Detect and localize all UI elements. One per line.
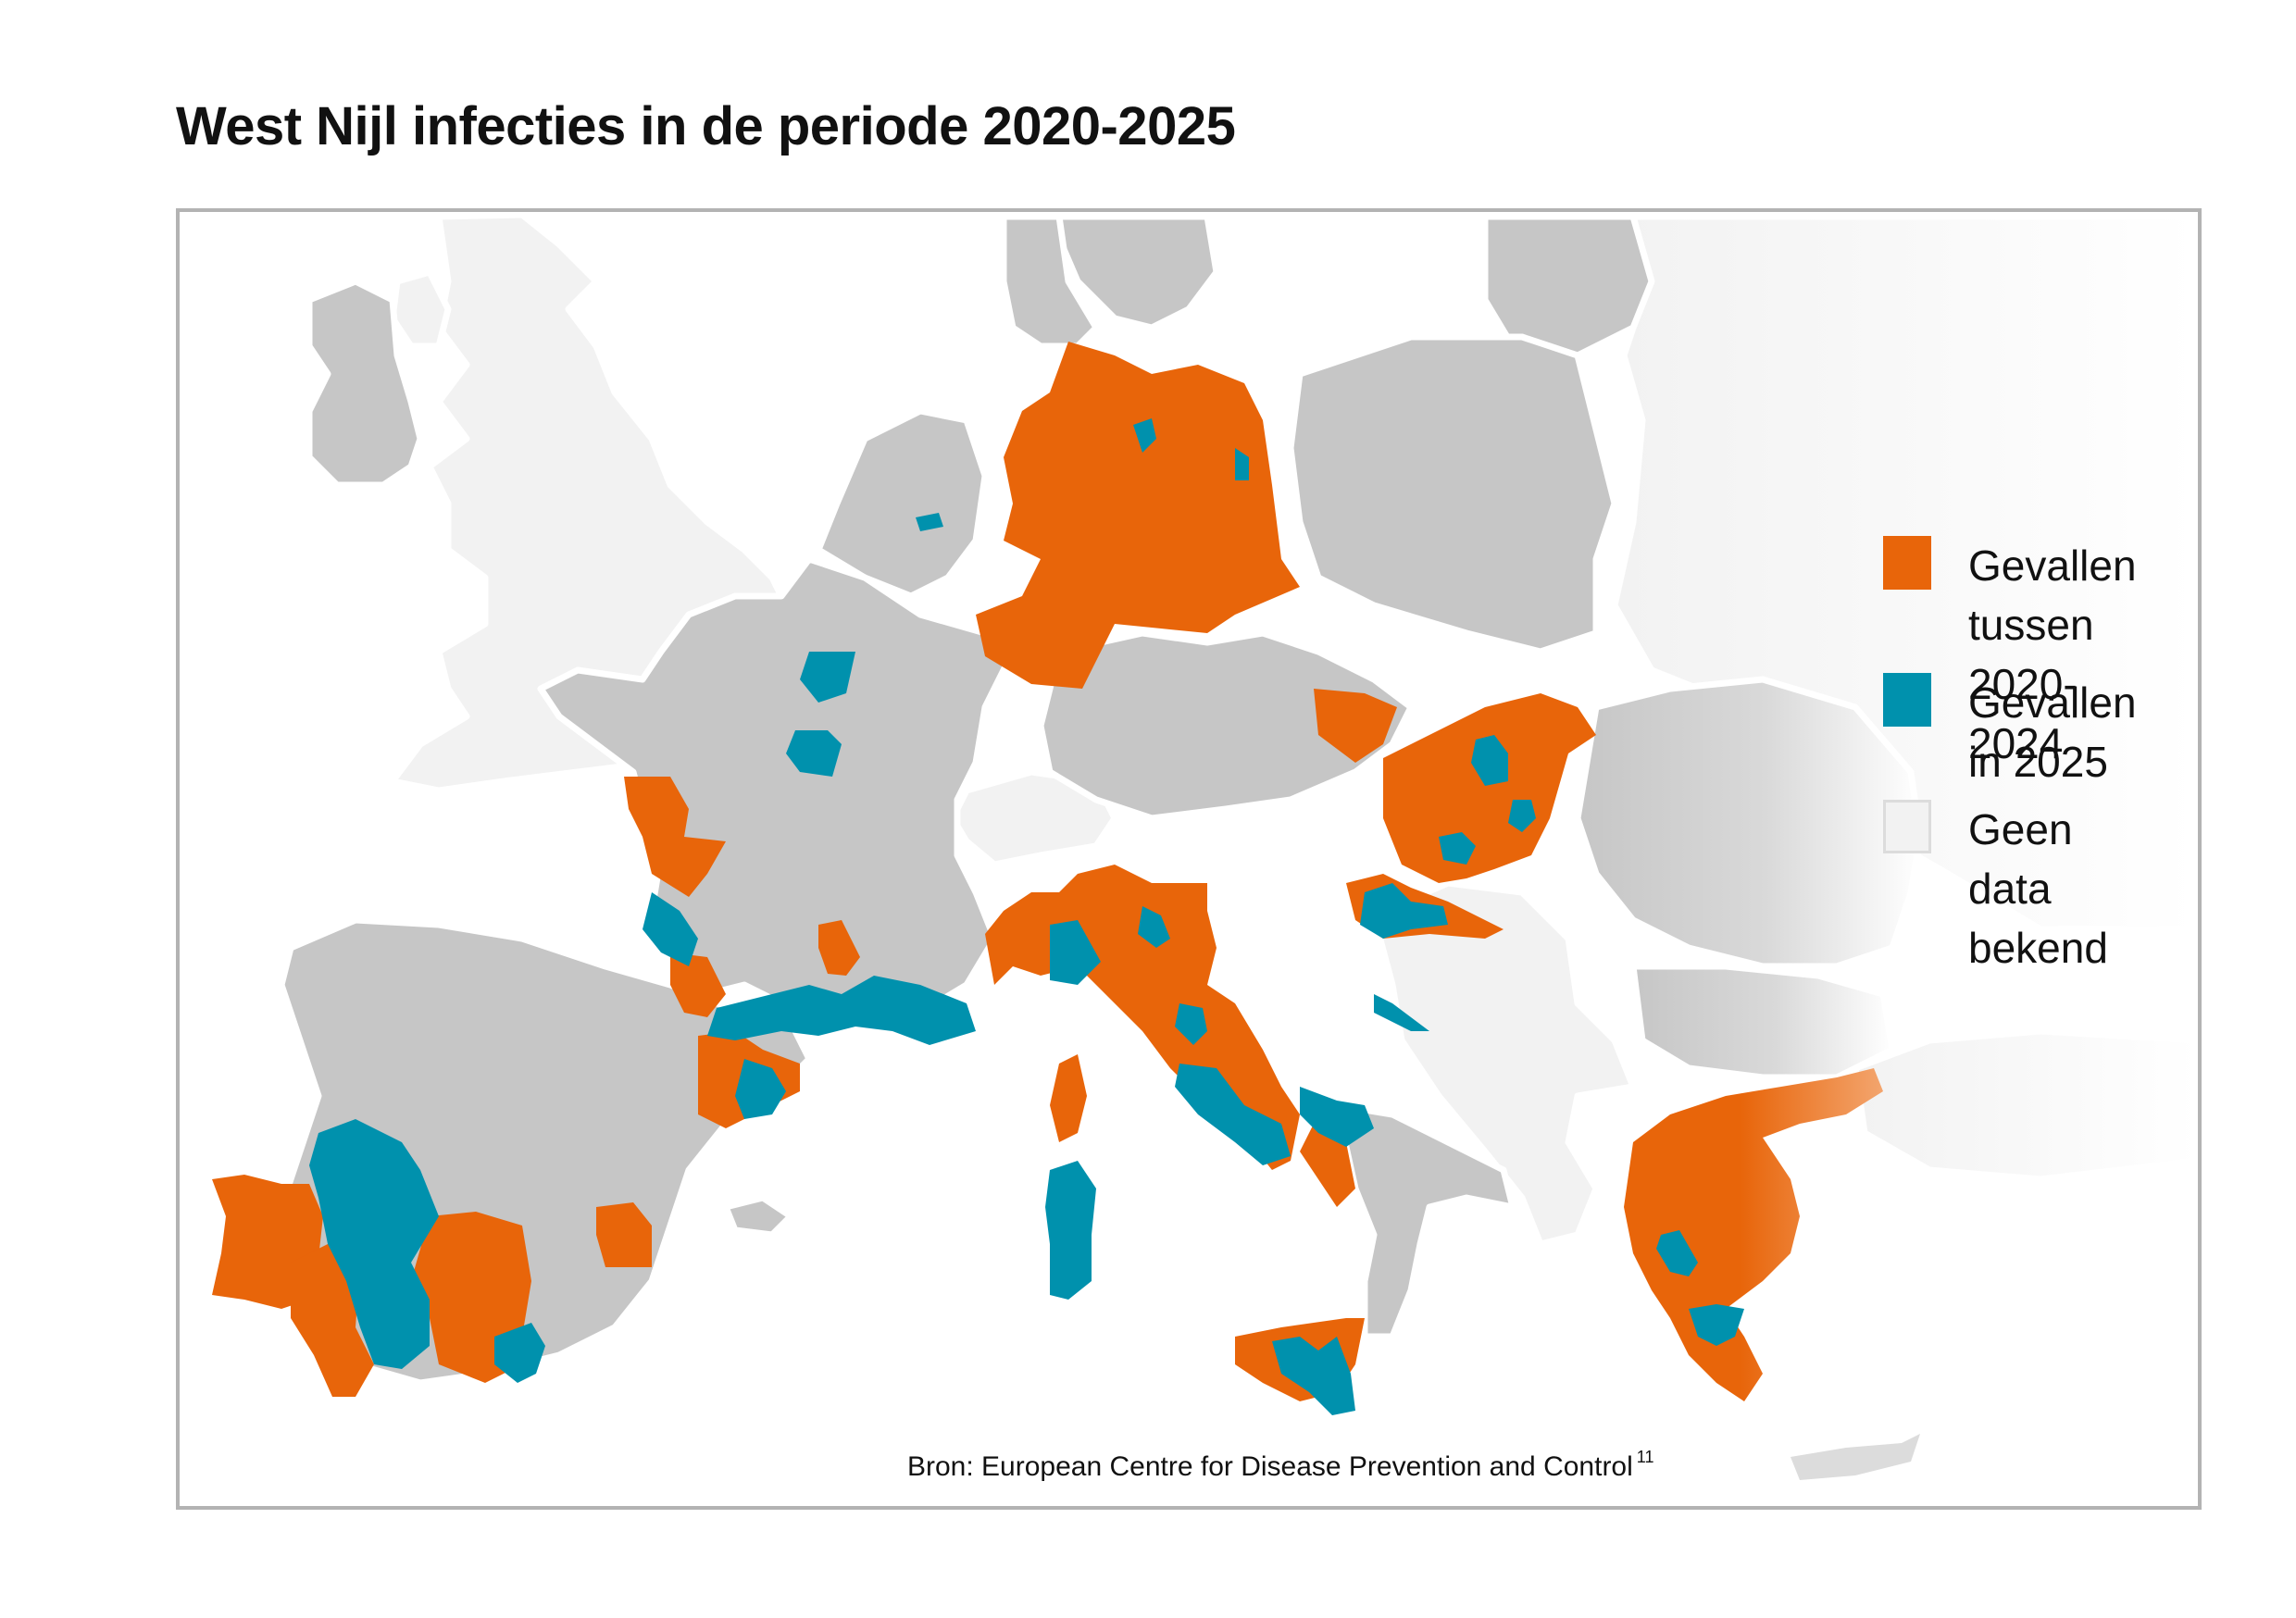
legend-label: Gevallen in 2025 (1968, 678, 2137, 786)
source-text: Bron: European Centre for Disease Preven… (907, 1451, 1633, 1482)
region-bulgaria (1629, 963, 1896, 1081)
region-northern-ireland (389, 268, 452, 350)
area-gironde-2025 (643, 892, 698, 966)
area-hungary (1383, 693, 1596, 883)
area-germany-east-2025 (1235, 448, 1249, 480)
area-corsica (1050, 1054, 1087, 1142)
area-france-southwest (670, 952, 726, 1017)
legend-item-2020-2024: Gevallen tussen 2020-2024 (1883, 536, 2137, 773)
legend-item-no-data: Geen data bekend (1883, 800, 2108, 977)
region-crete (1791, 1434, 1920, 1480)
area-germany-north-2025 (1133, 418, 1156, 453)
source-footnote: 11 (1636, 1448, 1654, 1466)
area-murcia-2025 (494, 1323, 545, 1383)
area-greece-west-2025 (1656, 1230, 1698, 1276)
page-title: West Nijl infecties in de periode 2020-2… (176, 96, 1236, 156)
area-hungary-2025-north (1471, 735, 1508, 786)
region-austria-czechia (1037, 629, 1415, 822)
map-frame: Gevallen tussen 2020-2024 Gevallen in 20… (176, 208, 2202, 1510)
area-extremadura-2025 (309, 1119, 439, 1369)
region-south-italy (1333, 1101, 1516, 1340)
area-croatia-2025 (1360, 883, 1448, 939)
legend-item-2025: Gevallen in 2025 (1883, 673, 2137, 791)
region-romania (1574, 676, 1924, 970)
area-greece-attica-2025 (1689, 1304, 1744, 1346)
teal-swatch-icon (1883, 673, 1931, 727)
region-turkey (1852, 1027, 2198, 1183)
area-germany (976, 342, 1300, 689)
area-italy-nw-2025 (1050, 920, 1101, 985)
region-poland (1287, 333, 1618, 655)
region-baltics (1481, 213, 1655, 359)
area-greece (1624, 1068, 1883, 1401)
area-occitanie-2025 (707, 976, 976, 1045)
area-dalmatia-2025 (1374, 994, 1429, 1031)
legend-label: Gevallen tussen 2020-2024 (1968, 541, 2137, 767)
orange-swatch-icon (1883, 536, 1931, 590)
area-hungary-2025-sw (1439, 832, 1476, 865)
area-emilia-2025 (1138, 906, 1170, 948)
region-benelux (815, 407, 989, 600)
area-hungary-2025-south (1508, 800, 1536, 832)
region-ireland (306, 278, 424, 489)
area-france-south (818, 920, 860, 976)
legend-label: Geen data bekend (1968, 805, 2108, 972)
region-balkans (1370, 879, 1637, 1248)
area-sicily-2025 (1272, 1337, 1355, 1415)
area-paris-2025 (800, 652, 855, 703)
area-nl-2025 (916, 513, 943, 531)
area-austria-east (1314, 689, 1397, 763)
grey-swatch-icon (1883, 800, 1931, 853)
area-france-west (624, 777, 726, 897)
region-scandinavia (1046, 213, 1220, 331)
area-tuscany-2025 (1175, 1003, 1207, 1045)
area-central-france-2025 (786, 730, 842, 777)
area-lazio-2025 (1175, 1064, 1291, 1165)
area-catalonia-2025 (735, 1059, 786, 1119)
region-balearics (722, 1194, 794, 1238)
area-valencia (596, 1202, 652, 1267)
area-abruzzo-2025 (1300, 1087, 1374, 1147)
source-note: Bron: European Centre for Disease Preven… (907, 1448, 1654, 1483)
area-sardinia-2025 (1045, 1161, 1096, 1300)
